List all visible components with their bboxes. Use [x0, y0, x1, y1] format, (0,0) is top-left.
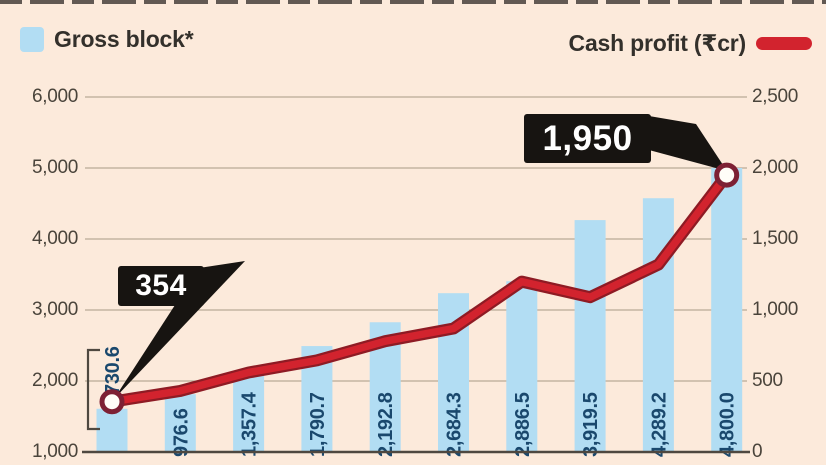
legend-cash-profit: Cash profit (₹cr) — [569, 30, 812, 57]
data-point-marker — [99, 389, 125, 415]
bar-value-label: 2,192.8 — [375, 392, 397, 457]
bar-value-label: 3,919.5 — [580, 392, 602, 457]
callout-1950-pointer — [649, 116, 727, 171]
callout-354-value: 354 — [135, 269, 187, 302]
right-axis-tick: 0 — [752, 441, 763, 462]
bar-value-label: 1,790.7 — [307, 392, 329, 457]
legend-gross-block-label: Gross block* — [54, 26, 194, 52]
torn-paper-edge — [0, 0, 826, 4]
gross-block-bar — [164, 394, 196, 452]
left-axis-tick: 2,000 — [31, 370, 78, 391]
cash-profit-swatch-icon — [756, 37, 812, 50]
bar-value-label: 2,886.5 — [512, 392, 534, 457]
gross-block-bar — [506, 281, 538, 452]
right-axis-tick: 1,500 — [752, 228, 799, 249]
right-axis-tick: 500 — [752, 370, 783, 391]
gross-block-bar — [233, 371, 265, 452]
gross-block-bar — [642, 198, 674, 452]
gross-block-swatch-icon — [20, 27, 44, 52]
callout-354-pointer — [114, 261, 245, 399]
callout-1950-value: 1,950 — [542, 119, 633, 158]
left-axis-tick: 1,000 — [31, 441, 78, 462]
right-axis-tick: 2,000 — [752, 157, 799, 178]
bar-value-label: 976.6 — [170, 408, 192, 457]
bar-value-label: 730.6 — [102, 346, 124, 395]
bar-value-label: 1,357.4 — [239, 391, 261, 457]
left-axis-tick: 4,000 — [31, 228, 78, 249]
cash-profit-line — [108, 171, 731, 406]
right-axis-tick: 1,000 — [752, 299, 799, 320]
first-bar-bracket — [86, 348, 100, 431]
callout-354: 354 — [118, 266, 204, 306]
legend-cash-profit-label: Cash profit (₹cr) — [568, 30, 747, 56]
data-point-marker — [714, 162, 740, 188]
gross-block-bar — [96, 408, 128, 452]
gross-block-bar — [711, 168, 743, 452]
bar-value-label: 4,800.0 — [717, 392, 739, 457]
callout-1950: 1,950 — [524, 114, 651, 163]
left-axis-tick: 6,000 — [31, 86, 78, 107]
left-axis-tick: 5,000 — [31, 157, 78, 178]
gross-block-bar — [574, 220, 606, 452]
bar-value-label: 2,684.3 — [444, 392, 466, 457]
legend-gross-block: Gross block* — [20, 26, 194, 53]
left-axis-tick: 3,000 — [31, 299, 78, 320]
bar-value-label: 4,289.2 — [648, 392, 670, 457]
right-axis-tick: 2,500 — [752, 86, 799, 107]
